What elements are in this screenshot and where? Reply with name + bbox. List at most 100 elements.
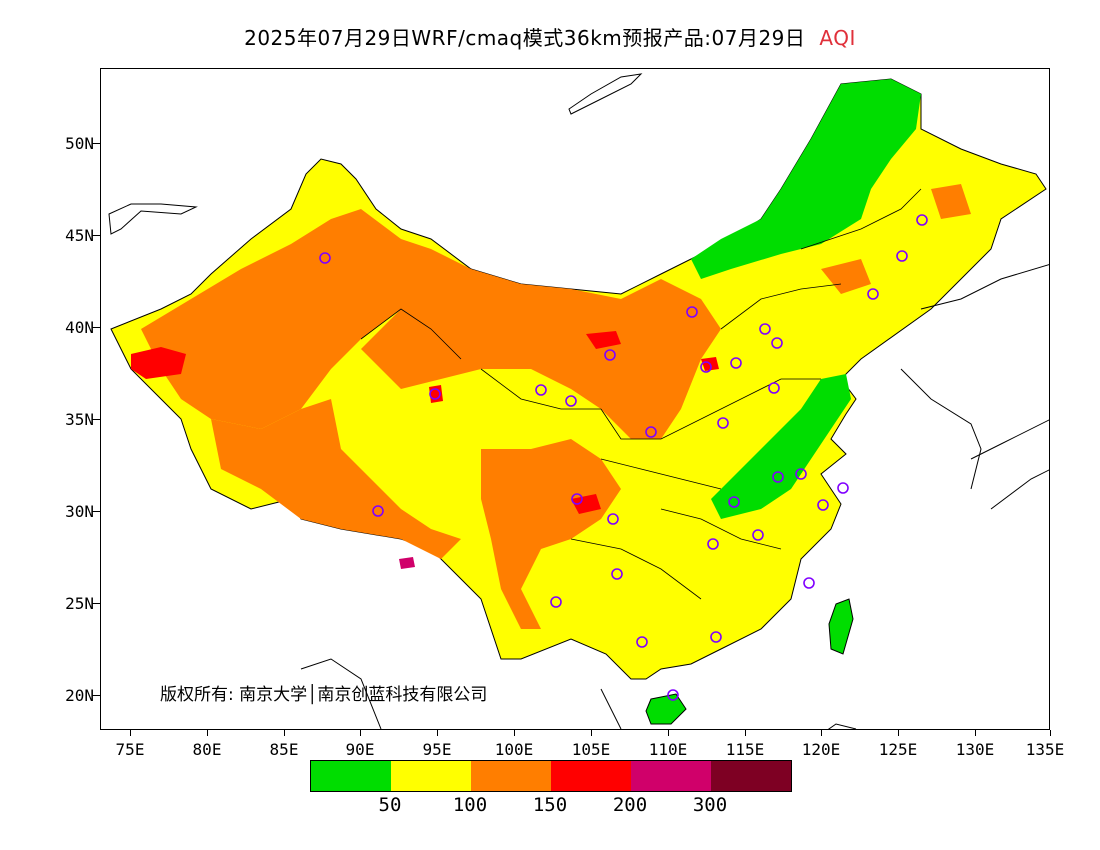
legend-swatch bbox=[311, 761, 391, 791]
city-marker bbox=[636, 636, 648, 648]
y-tick-label: 40N bbox=[65, 318, 94, 337]
y-tick-label: 50N bbox=[65, 134, 94, 153]
neighbor-coastlines bbox=[108, 73, 1049, 729]
legend-label: 300 bbox=[692, 794, 728, 816]
legend-label: 150 bbox=[532, 794, 568, 816]
city-marker bbox=[319, 252, 331, 264]
map-title: 2025年07月29日WRF/cmaq模式36km预报产品:07月29日 AQI bbox=[0, 22, 1100, 51]
city-marker bbox=[717, 417, 729, 429]
legend-swatch bbox=[711, 761, 791, 791]
x-tick-mark bbox=[745, 730, 746, 736]
province-boundaries bbox=[360, 188, 922, 600]
city-marker bbox=[607, 513, 619, 525]
red-hotspot-sichuan bbox=[571, 494, 601, 514]
y-tick-mark bbox=[92, 235, 100, 236]
legend-label: 100 bbox=[452, 794, 488, 816]
x-tick-label: 125E bbox=[878, 740, 918, 759]
city-marker bbox=[795, 468, 807, 480]
x-tick-mark bbox=[898, 730, 899, 736]
city-marker bbox=[803, 577, 815, 589]
x-tick-mark bbox=[284, 730, 285, 736]
city-marker bbox=[768, 382, 780, 394]
city-marker bbox=[565, 395, 577, 407]
city-marker bbox=[571, 493, 583, 505]
legend-swatch bbox=[631, 761, 711, 791]
y-tick-mark bbox=[92, 695, 100, 696]
city-marker bbox=[759, 323, 771, 335]
legend-swatch bbox=[471, 761, 551, 791]
x-tick-mark bbox=[130, 730, 131, 736]
x-tick-mark bbox=[437, 730, 438, 736]
legend-swatch bbox=[551, 761, 631, 791]
northeast-orange-patch-2 bbox=[931, 184, 971, 219]
red-hotspot-west bbox=[131, 347, 186, 379]
x-tick-mark bbox=[668, 730, 669, 736]
northeast-orange-patch bbox=[821, 259, 871, 294]
map-frame bbox=[100, 68, 1050, 730]
y-tick-mark bbox=[92, 511, 100, 512]
y-tick-label: 30N bbox=[65, 502, 94, 521]
y-tick-mark bbox=[92, 327, 100, 328]
east-region-green bbox=[711, 374, 851, 519]
variable-label: AQI bbox=[819, 26, 856, 50]
city-marker bbox=[710, 631, 722, 643]
city-marker bbox=[550, 596, 562, 608]
west-region-orange bbox=[141, 209, 436, 429]
x-tick-label: 135E bbox=[1025, 740, 1065, 759]
x-tick-mark bbox=[360, 730, 361, 736]
city-marker bbox=[604, 349, 616, 361]
x-tick-mark bbox=[975, 730, 976, 736]
city-marker bbox=[535, 384, 547, 396]
x-tick-mark bbox=[207, 730, 208, 736]
sichuan-region-orange bbox=[481, 439, 621, 629]
city-marker bbox=[730, 357, 742, 369]
hainan-island bbox=[645, 693, 687, 725]
city-marker bbox=[837, 482, 849, 494]
city-markers bbox=[319, 214, 928, 701]
y-tick-label: 25N bbox=[65, 594, 94, 613]
red-hotspot-qinghai bbox=[429, 385, 443, 403]
city-marker bbox=[772, 471, 784, 483]
northeast-region-green bbox=[691, 79, 921, 279]
x-tick-label: 95E bbox=[422, 740, 452, 759]
aqi-map bbox=[108, 73, 1049, 729]
color-legend bbox=[310, 760, 792, 792]
x-tick-label: 75E bbox=[115, 740, 145, 759]
legend-label: 200 bbox=[612, 794, 648, 816]
x-tick-label: 100E bbox=[494, 740, 534, 759]
city-marker bbox=[429, 388, 441, 400]
city-marker bbox=[916, 214, 928, 226]
city-marker bbox=[817, 499, 829, 511]
north-region-orange bbox=[361, 249, 721, 439]
x-tick-mark bbox=[591, 730, 592, 736]
tibet-region-orange bbox=[211, 399, 461, 559]
x-tick-label: 115E bbox=[725, 740, 765, 759]
y-tick-label: 20N bbox=[65, 686, 94, 705]
city-marker bbox=[372, 505, 384, 517]
taiwan-island bbox=[828, 598, 854, 655]
city-marker bbox=[686, 306, 698, 318]
y-tick-label: 35N bbox=[65, 410, 94, 429]
city-marker bbox=[867, 288, 879, 300]
x-tick-label: 90E bbox=[345, 740, 375, 759]
city-marker bbox=[707, 538, 719, 550]
x-tick-mark bbox=[821, 730, 822, 736]
x-tick-mark bbox=[514, 730, 515, 736]
city-marker bbox=[700, 361, 712, 373]
city-marker bbox=[611, 568, 623, 580]
x-tick-label: 110E bbox=[648, 740, 688, 759]
city-marker bbox=[752, 529, 764, 541]
x-tick-mark bbox=[1050, 730, 1051, 736]
x-tick-label: 80E bbox=[192, 740, 222, 759]
city-marker bbox=[667, 689, 679, 701]
x-tick-label: 105E bbox=[571, 740, 611, 759]
red-hotspot-north bbox=[586, 331, 621, 349]
legend-label: 50 bbox=[378, 794, 402, 816]
y-tick-label: 45N bbox=[65, 226, 94, 245]
title-text: 2025年07月29日WRF/cmaq模式36km预报产品:07月29日 bbox=[244, 26, 806, 50]
y-tick-mark bbox=[92, 143, 100, 144]
copyright-text: 版权所有: 南京大学│南京创蓝科技有限公司 bbox=[160, 685, 488, 705]
city-marker bbox=[728, 496, 740, 508]
x-tick-label: 85E bbox=[269, 740, 299, 759]
x-tick-label: 130E bbox=[955, 740, 995, 759]
